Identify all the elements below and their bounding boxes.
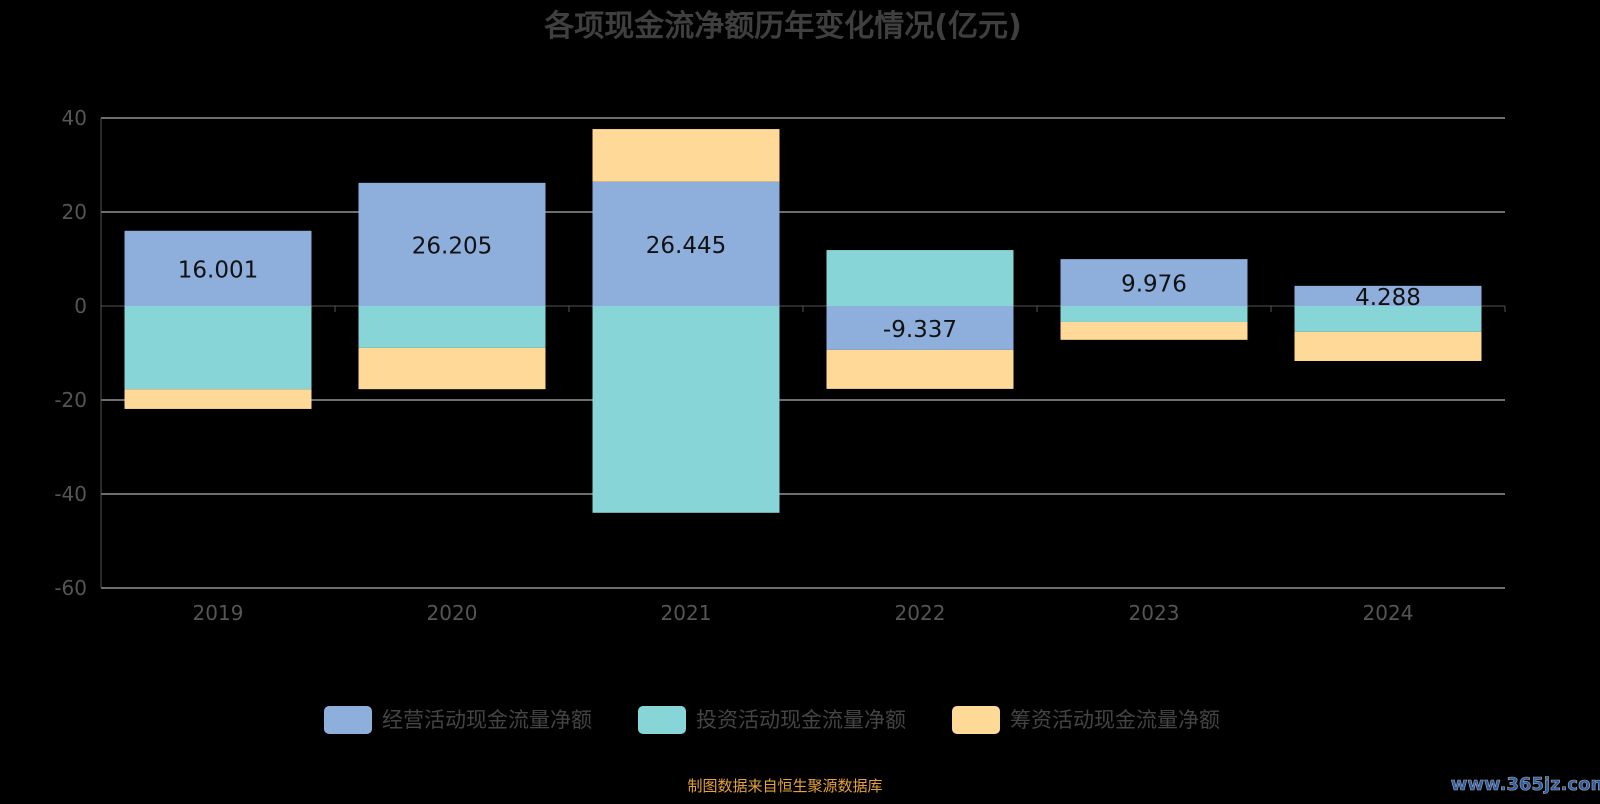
legend-swatch [952,706,1000,734]
legend-label: 经营活动现金流量净额 [382,708,592,732]
bar-3 [1294,331,1482,361]
y-tick-label: 0 [74,294,87,318]
chart-title: 各项现金流净额历年变化情况(亿元) [543,9,1021,44]
bar-1 [1294,285,1482,306]
y-tick-label: -60 [54,576,87,600]
data-label: 26.445 [646,233,726,259]
data-label: 9.976 [1121,272,1187,298]
bar-1 [124,230,312,306]
bar-2 [1060,306,1248,322]
bar-1 [358,182,546,306]
bar-1 [592,181,780,306]
x-tick-label: 2021 [661,601,712,625]
legend-label: 筹资活动现金流量净额 [1010,708,1220,732]
legend-item: 投资活动现金流量净额 [638,706,906,734]
legend-item: 经营活动现金流量净额 [324,706,592,734]
bar-3 [358,347,546,390]
bar-3 [1060,321,1248,340]
x-tick-label: 2020 [427,601,478,625]
data-label: 26.205 [412,233,492,259]
data-label: -9.337 [883,317,957,343]
data-label: 4.288 [1355,285,1421,311]
bar-1 [826,306,1014,350]
bar-2 [1294,306,1482,332]
x-tick-label: 2019 [193,601,244,625]
source-note: 制图数据来自恒生聚源数据库 [687,777,882,795]
legend-label: 投资活动现金流量净额 [696,708,906,732]
x-tick-label: 2022 [895,601,946,625]
watermark: www.365jz.com [1451,774,1600,795]
bar-3 [124,389,312,409]
bar-2 [124,306,312,390]
bar-2 [358,306,546,348]
bar-2 [826,250,1014,306]
x-tick-label: 2024 [1363,601,1414,625]
bar-1 [1060,259,1248,306]
data-label: 16.001 [178,257,258,283]
bar-3 [826,349,1014,389]
y-tick-label: 40 [62,106,87,130]
y-tick-label: -20 [54,388,87,412]
bar-3 [592,129,780,182]
legend-item: 筹资活动现金流量净额 [952,706,1220,734]
legend-swatch [324,706,372,734]
bar-2 [592,306,780,513]
legend-swatch [638,706,686,734]
x-tick-label: 2023 [1129,601,1180,625]
y-tick-label: -40 [54,482,87,506]
y-tick-label: 20 [62,200,87,224]
